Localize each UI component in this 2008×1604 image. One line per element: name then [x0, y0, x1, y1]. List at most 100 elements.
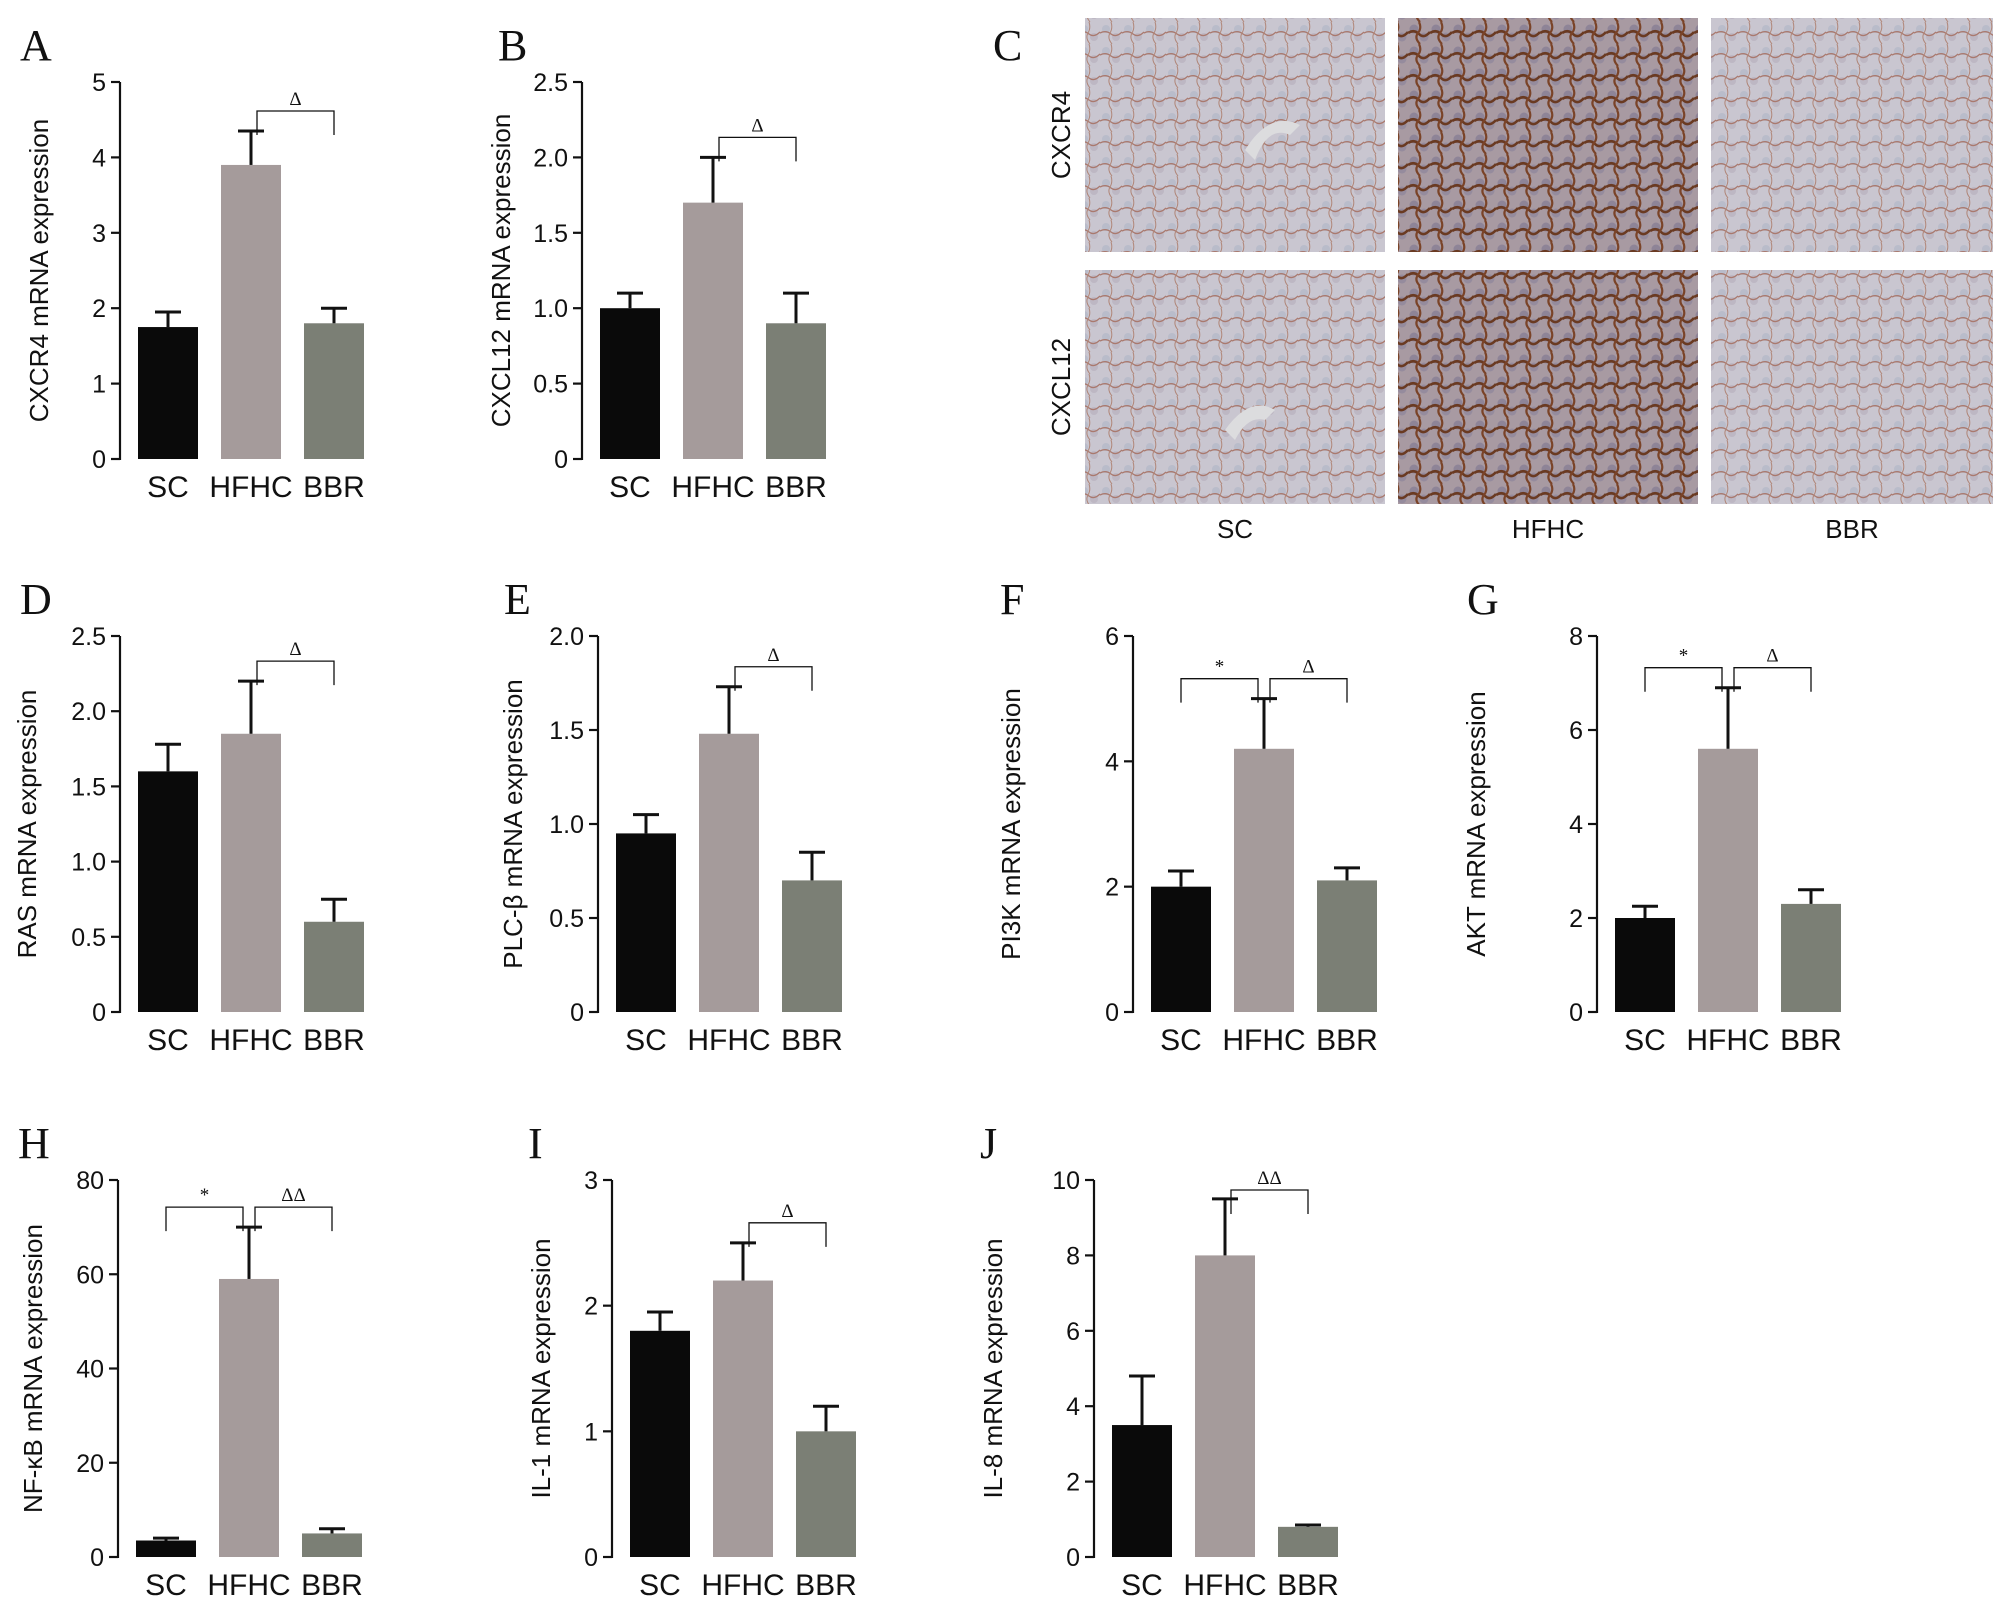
significance-marker: Δ	[751, 115, 763, 136]
y-tick-label: 2.0	[549, 623, 584, 651]
y-tick-label: 8	[1066, 1242, 1080, 1270]
y-axis-label: RAS mRNA expression	[12, 690, 42, 959]
y-tick-label: 0	[1066, 1544, 1080, 1572]
ihc-image-cxcl12-sc	[1085, 270, 1385, 504]
y-tick-label: 1.0	[549, 811, 584, 839]
chart-panel-a: A CXCR4 mRNA expression 0 1 2 3 4 5 SC HFHC BBR Δ	[20, 21, 365, 504]
x-category-label: HFHC	[671, 471, 754, 504]
bar-sc	[1615, 918, 1675, 1012]
y-tick-label: 1.0	[533, 295, 568, 323]
x-category-label: HFHC	[209, 471, 292, 504]
y-tick-label: 4	[1569, 811, 1583, 839]
y-tick-label: 0	[570, 999, 584, 1027]
bar-hfhc	[1698, 748, 1758, 1012]
x-category-label: HFHC	[1183, 1569, 1266, 1602]
significance-bracket	[718, 136, 797, 162]
significance-bracket	[1230, 1189, 1309, 1214]
bar-sc	[1151, 886, 1211, 1012]
significance-bracket	[748, 1222, 827, 1247]
panel-label: J	[980, 1119, 997, 1168]
bar-sc	[138, 327, 198, 459]
y-axis-label: CXCR4 mRNA expression	[24, 119, 54, 422]
significance-bracket	[1269, 678, 1348, 703]
row-label-cxcl12: CXCL12	[1046, 338, 1076, 436]
bar-hfhc	[221, 164, 281, 459]
panel-label: B	[498, 21, 527, 70]
x-category-label: BBR	[301, 1569, 363, 1602]
y-tick-label: 1.0	[71, 849, 106, 877]
x-category-label: SC	[147, 471, 189, 504]
y-tick-label: 2	[1569, 905, 1583, 933]
panel-label: H	[18, 1119, 50, 1168]
y-tick-label: 2	[92, 295, 106, 323]
panel-c: C CXCR4 CXCL12 SC HFHC BBR	[993, 18, 1993, 544]
y-axis-label: IL-1 mRNA expression	[526, 1238, 556, 1498]
x-category-label: HFHC	[207, 1569, 290, 1602]
ihc-image-cxcl12-bbr	[1711, 270, 1993, 504]
x-category-label: BBR	[1277, 1569, 1339, 1602]
significance-marker: Δ	[1302, 657, 1314, 678]
x-category-label: BBR	[303, 471, 365, 504]
y-tick-label: 6	[1569, 717, 1583, 745]
significance-bracket	[734, 666, 813, 691]
chart-panel-j: J IL-8 mRNA expression 0 2 4 6 8 10 SC HFHC BBR ΔΔ	[978, 1119, 1339, 1602]
panel-label: D	[20, 575, 52, 624]
chart-panel-b: B CXCL12 mRNA expression 0 0.5 1.0 1.5 2.0 2.5 S…	[486, 21, 827, 504]
significance-marker: ΔΔ	[281, 1185, 305, 1206]
significance-marker: Δ	[781, 1201, 793, 1222]
y-tick-label: 6	[1066, 1318, 1080, 1346]
x-category-label: BBR	[303, 1024, 365, 1057]
significance-marker: ΔΔ	[1257, 1168, 1281, 1189]
significance-marker: Δ	[289, 89, 301, 110]
chart-panel-d: D RAS mRNA expression 0 0.5 1.0 1.5 2.0 2.5 SC HF…	[12, 575, 365, 1057]
bar-bbr	[1317, 880, 1377, 1012]
chart-panel-i: I IL-1 mRNA expression 0 1 2 3 SC HFHC BBR Δ	[526, 1119, 857, 1602]
bar-bbr	[302, 1533, 362, 1557]
ihc-image-cxcr4-sc	[1085, 18, 1385, 252]
panel-label: E	[504, 575, 531, 624]
y-tick-label: 2	[1066, 1469, 1080, 1497]
x-category-label: HFHC	[209, 1024, 292, 1057]
significance-marker: Δ	[289, 639, 301, 660]
y-tick-label: 1	[584, 1418, 598, 1446]
y-axis-label: CXCL12 mRNA expression	[486, 114, 516, 428]
y-tick-label: 2	[1105, 874, 1119, 902]
y-tick-label: 1.5	[549, 717, 584, 745]
y-tick-label: 10	[1052, 1167, 1080, 1195]
significance-marker: Δ	[767, 645, 779, 666]
x-category-label: BBR	[795, 1569, 857, 1602]
y-axis-label: PI3K mRNA expression	[996, 688, 1026, 960]
y-tick-label: 4	[1066, 1393, 1080, 1421]
bar-bbr	[796, 1431, 856, 1557]
chart-panel-g: G AKT mRNA expression 0 2 4 6 8 SC HFHC BBR * Δ	[1461, 575, 1842, 1057]
x-category-label: HFHC	[1222, 1024, 1305, 1057]
x-category-label: BBR	[1780, 1024, 1842, 1057]
x-category-label: SC	[1160, 1024, 1202, 1057]
bar-bbr	[766, 323, 826, 459]
x-category-label: SC	[625, 1024, 667, 1057]
ihc-image-cxcr4-hfhc	[1398, 18, 1698, 252]
y-tick-label: 1	[92, 371, 106, 399]
significance-bracket	[1733, 667, 1812, 692]
x-category-label: SC	[639, 1569, 681, 1602]
column-label-bbr: BBR	[1825, 514, 1878, 544]
bar-sc	[630, 1330, 690, 1557]
x-category-label: BBR	[765, 471, 827, 504]
x-category-label: BBR	[781, 1024, 843, 1057]
y-tick-label: 60	[76, 1261, 104, 1289]
bar-hfhc	[699, 733, 759, 1012]
y-tick-label: 2.0	[533, 144, 568, 172]
y-tick-label: 0	[92, 446, 106, 474]
y-tick-label: 8	[1569, 623, 1583, 651]
bar-sc	[136, 1540, 196, 1557]
y-tick-label: 3	[584, 1167, 598, 1195]
bar-bbr	[1781, 903, 1841, 1012]
x-category-label: HFHC	[687, 1024, 770, 1057]
bar-bbr	[304, 323, 364, 459]
y-tick-label: 80	[76, 1167, 104, 1195]
column-label-sc: SC	[1217, 514, 1253, 544]
x-category-label: SC	[1624, 1024, 1666, 1057]
y-tick-label: 0.5	[533, 371, 568, 399]
y-tick-label: 1.5	[533, 220, 568, 248]
